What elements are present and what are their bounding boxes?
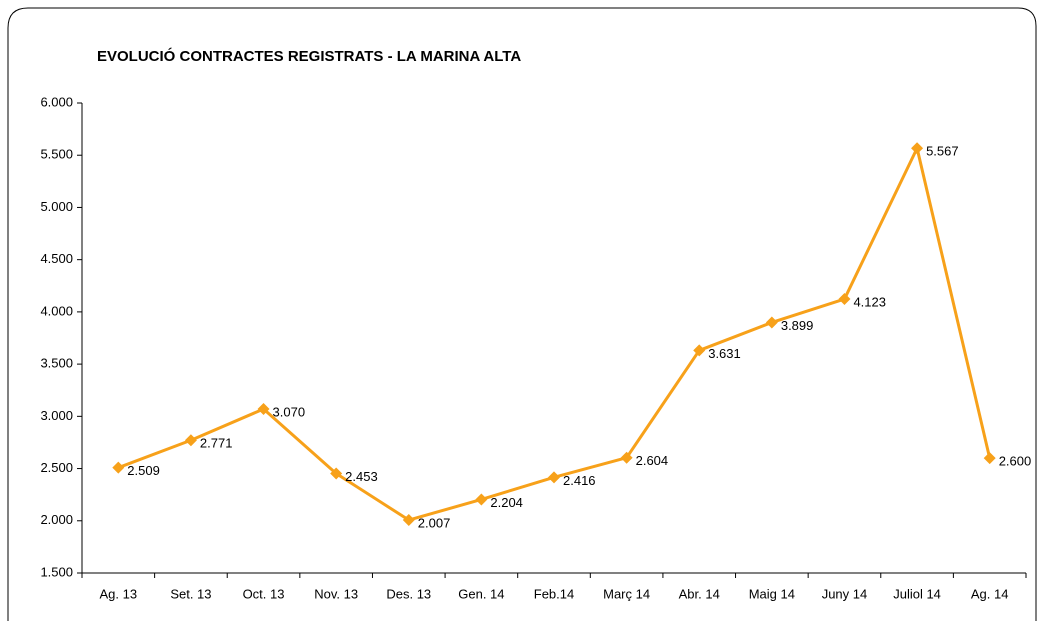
y-tick-label: 2.500 [40, 460, 73, 475]
y-tick-label: 4.000 [40, 303, 73, 318]
data-label: 2.453 [345, 469, 378, 484]
series-line [117, 146, 992, 522]
marker [838, 293, 851, 306]
y-tick-label: 5.500 [40, 147, 73, 162]
data-label: 3.631 [708, 346, 741, 361]
y-tick-label: 3.500 [40, 356, 73, 371]
y-tick-label: 5.000 [40, 199, 73, 214]
data-label: 3.070 [273, 404, 306, 419]
data-label: 5.567 [926, 144, 959, 159]
x-tick-label: Juliol 14 [893, 586, 941, 601]
data-label: 4.123 [853, 294, 886, 309]
marker [257, 403, 270, 416]
x-tick-label: Gen. 14 [458, 586, 504, 601]
marker [620, 451, 633, 464]
x-tick-label: Nov. 13 [314, 586, 358, 601]
x-tick-label: Abr. 14 [679, 586, 720, 601]
marker [983, 452, 996, 465]
data-label: 2.600 [999, 454, 1032, 469]
y-tick-label: 1.500 [40, 564, 73, 579]
chart-frame [7, 7, 1037, 621]
marker [911, 142, 924, 155]
x-tick-label: Set. 13 [170, 586, 211, 601]
x-tick-label: Març 14 [603, 586, 650, 601]
marker [402, 514, 415, 527]
marker [475, 493, 488, 506]
data-label: 3.899 [781, 318, 814, 333]
marker [330, 467, 343, 480]
marker [693, 344, 706, 357]
y-tick-label: 3.000 [40, 408, 73, 423]
data-label: 2.416 [563, 473, 596, 488]
y-tick-label: 6.000 [40, 94, 73, 109]
marker [765, 316, 778, 329]
data-label: 2.007 [418, 515, 451, 530]
x-tick-label: Juny 14 [822, 586, 868, 601]
data-label: 2.604 [636, 453, 669, 468]
x-tick-label: Ag. 14 [971, 586, 1009, 601]
data-label: 2.771 [200, 436, 233, 451]
y-tick-label: 2.000 [40, 512, 73, 527]
marker [184, 434, 197, 447]
data-label: 2.509 [127, 463, 160, 478]
x-tick-label: Ag. 13 [100, 586, 138, 601]
y-tick-label: 4.500 [40, 251, 73, 266]
chart-title: EVOLUCIÓ CONTRACTES REGISTRATS - LA MARI… [97, 47, 521, 65]
x-tick-label: Maig 14 [749, 586, 795, 601]
x-tick-label: Feb.14 [534, 586, 574, 601]
data-label: 2.204 [490, 495, 523, 510]
marker [112, 461, 125, 474]
x-tick-label: Des. 13 [386, 586, 431, 601]
x-tick-label: Oct. 13 [243, 586, 285, 601]
marker [548, 471, 560, 484]
